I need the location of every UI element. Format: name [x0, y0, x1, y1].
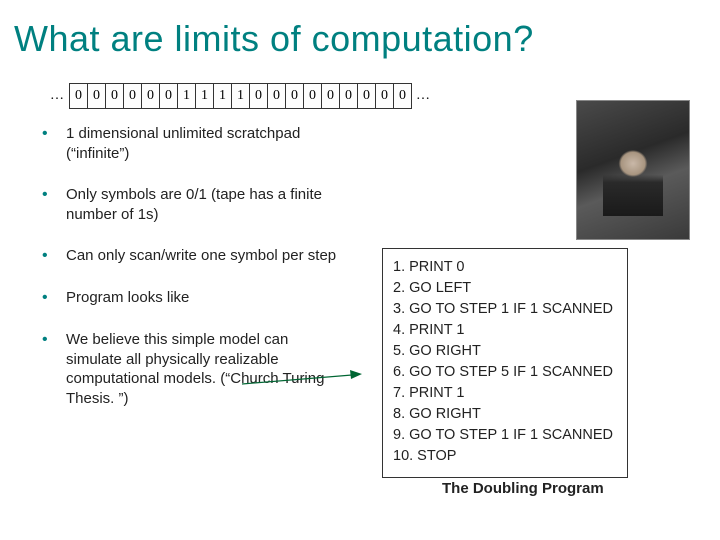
turing-portrait	[576, 100, 690, 240]
program-line: 8. GO RIGHT	[393, 404, 613, 425]
bullet-list: • 1 dimensional unlimited scratchpad (“i…	[42, 124, 342, 430]
tape-cell: 0	[285, 83, 304, 109]
bullet-marker: •	[42, 124, 66, 163]
tape-ellipsis-left: …	[46, 88, 70, 104]
tape-cell: 1	[231, 83, 250, 109]
tape-cell: 0	[69, 83, 88, 109]
program-line: 2. GO LEFT	[393, 278, 613, 299]
tape-cell: 0	[357, 83, 376, 109]
tape-cell: 0	[141, 83, 160, 109]
tape-cell: 0	[267, 83, 286, 109]
program-line: 7. PRINT 1	[393, 383, 613, 404]
bullet-marker: •	[42, 246, 66, 266]
bullet-marker: •	[42, 330, 66, 408]
bullet-marker: •	[42, 185, 66, 224]
tape-cell: 1	[177, 83, 196, 109]
bullet-text: Program looks like	[66, 288, 189, 308]
tape-cell: 0	[105, 83, 124, 109]
tape-cell: 1	[213, 83, 232, 109]
bullet-item: • Can only scan/write one symbol per ste…	[42, 246, 342, 266]
program-line: 3. GO TO STEP 1 IF 1 SCANNED	[393, 299, 613, 320]
slide-title: What are limits of computation?	[0, 0, 720, 60]
program-line: 6. GO TO STEP 5 IF 1 SCANNED	[393, 362, 613, 383]
tape-cell: 0	[87, 83, 106, 109]
program-line: 9. GO TO STEP 1 IF 1 SCANNED	[393, 425, 613, 446]
bullet-item: • Program looks like	[42, 288, 342, 308]
bullet-item: • We believe this simple model can simul…	[42, 330, 342, 408]
tape-cell: 0	[375, 83, 394, 109]
program-line: 10. STOP	[393, 446, 613, 467]
bullet-item: • 1 dimensional unlimited scratchpad (“i…	[42, 124, 342, 163]
tape-cell: 0	[303, 83, 322, 109]
bullet-text: 1 dimensional unlimited scratchpad (“inf…	[66, 124, 342, 163]
tape-cell: 0	[393, 83, 412, 109]
bullet-text: We believe this simple model can simulat…	[66, 330, 342, 408]
tape-cell: 1	[195, 83, 214, 109]
tape-cell: 0	[123, 83, 142, 109]
bullet-text: Only symbols are 0/1 (tape has a finite …	[66, 185, 342, 224]
bullet-text: Can only scan/write one symbol per step	[66, 246, 336, 266]
program-box: 1. PRINT 0 2. GO LEFT 3. GO TO STEP 1 IF…	[382, 248, 628, 478]
program-line: 5. GO RIGHT	[393, 341, 613, 362]
tape-cell: 0	[339, 83, 358, 109]
tape-ellipsis-right: …	[412, 88, 436, 104]
program-caption: The Doubling Program	[442, 480, 604, 497]
bullet-marker: •	[42, 288, 66, 308]
tape-cell: 0	[249, 83, 268, 109]
tape-cell: 0	[321, 83, 340, 109]
tape-cell: 0	[159, 83, 178, 109]
bullet-item: • Only symbols are 0/1 (tape has a finit…	[42, 185, 342, 224]
program-line: 4. PRINT 1	[393, 320, 613, 341]
program-line: 1. PRINT 0	[393, 257, 613, 278]
